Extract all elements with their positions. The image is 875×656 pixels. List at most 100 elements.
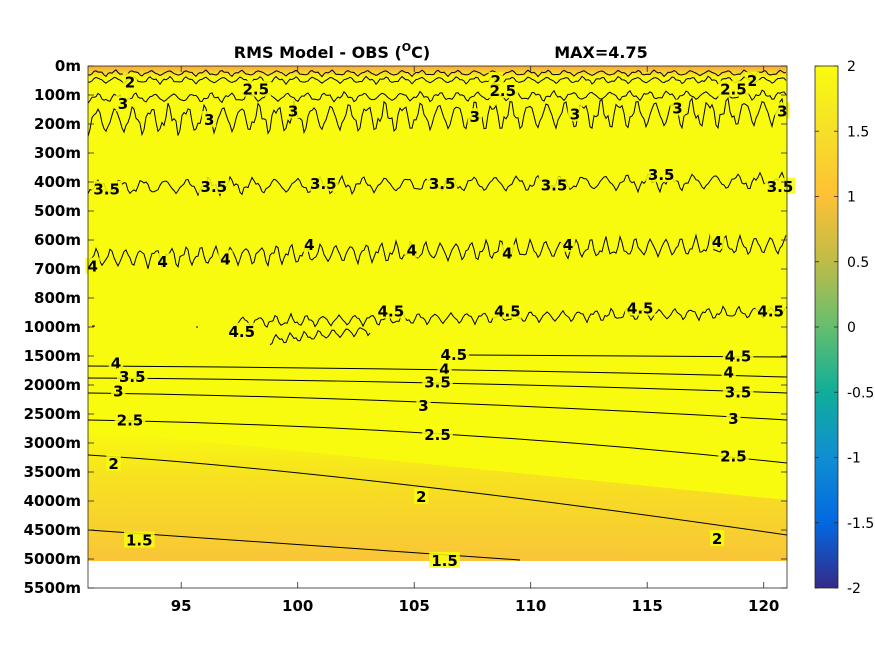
contour-line <box>88 69 786 78</box>
contour-label-bg <box>538 176 570 193</box>
contour-label: 4.5 <box>228 323 255 341</box>
contour-label-bg <box>467 108 482 125</box>
y-tick-label: 0m <box>55 57 81 75</box>
contour-label: 3.5 <box>429 175 456 193</box>
y-tick-label: 100m <box>34 86 81 104</box>
contour-label: 3.5 <box>93 181 120 199</box>
contour-label-bg <box>198 177 230 194</box>
colorbar-tick-label: 0 <box>847 320 856 336</box>
contour-label-bg <box>422 425 453 442</box>
contour-label: 4 <box>724 363 734 381</box>
contour-label: 2.5 <box>720 81 747 99</box>
colorbar-ticks: 2 1.5 1 0.5 0 -0.5 -1 -1.5 -2 <box>815 59 874 597</box>
contour-label-bg <box>91 180 122 197</box>
contour-label-bg <box>201 111 217 128</box>
contour-label: 3 <box>118 95 128 113</box>
contour-label-bg <box>438 346 470 362</box>
contour-label-bg <box>106 454 121 471</box>
colorbar-tick-label: -1 <box>847 451 861 467</box>
contour-label-bg <box>567 105 583 122</box>
contour-label: 3 <box>288 102 298 120</box>
contour-label: 2 <box>416 488 426 506</box>
contour-label-bg <box>414 488 429 505</box>
contour-label-bg <box>108 354 124 371</box>
contour-label: 2 <box>125 73 135 91</box>
contour-label-bg <box>722 383 754 400</box>
colorbar-tick-label: 0.5 <box>847 255 869 271</box>
y-tick-label: 500m <box>34 202 81 220</box>
contour-label-bg <box>670 99 685 116</box>
contour-line <box>88 392 787 421</box>
contour-label: 3 <box>204 111 214 129</box>
contour-label-bg <box>115 95 131 112</box>
y-tick-label: 1000m <box>24 318 81 336</box>
contour-label-bg <box>111 382 126 399</box>
y-tick-label: 5000m <box>24 550 81 568</box>
contour-label: 1.5 <box>431 552 458 570</box>
contour-label-bg <box>416 396 431 413</box>
contour-label-bg <box>426 174 458 191</box>
degree-symbol: O <box>402 41 411 54</box>
contour-label: 4 <box>439 361 449 379</box>
contour-label-bg <box>240 80 272 97</box>
y-tick-label: 2000m <box>24 376 81 394</box>
contour-label: 4.5 <box>757 303 784 321</box>
contour-label: 4.5 <box>627 300 654 318</box>
contour-label-bg <box>218 250 233 267</box>
colorbar-tick-label: -0.5 <box>847 385 874 401</box>
contour-label: 3 <box>113 382 123 400</box>
contour-label: 3.5 <box>424 374 451 392</box>
y-tick-label: 700m <box>34 260 81 278</box>
y-tick-label: 5500m <box>24 579 81 597</box>
contour-label-bg <box>764 177 796 194</box>
contour-label: 4.5 <box>441 346 468 364</box>
contour-label-bg <box>422 373 453 390</box>
y-tick-label: 4000m <box>24 492 81 510</box>
contour-label-bg <box>718 80 749 97</box>
contour-label-bg <box>437 360 452 377</box>
contour-label-bg <box>302 235 317 252</box>
contour-label: 3 <box>672 100 682 118</box>
y-tick-label: 1500m <box>24 347 81 365</box>
contour-label-bg <box>285 102 301 119</box>
contour-label-bg <box>117 367 148 384</box>
contour-label-bg <box>500 244 515 261</box>
x-tick-label: 95 <box>171 597 192 615</box>
y-tick-label: 300m <box>34 144 81 162</box>
contour-lines <box>88 69 787 561</box>
contour-label: 4.5 <box>725 347 752 365</box>
contour-label: 4 <box>220 250 230 268</box>
contour-label-bg <box>85 257 100 274</box>
contour-label-bg <box>308 174 339 191</box>
contour-line <box>88 233 787 269</box>
y-tick-label: 200m <box>34 115 81 133</box>
contour-label-bg <box>114 411 146 428</box>
y-tick-label: 600m <box>34 231 81 249</box>
y-axis-ticks: 0m 100m 200m 300m 400m 500m 600m 700m 800m 1000m 1… <box>24 57 787 597</box>
contour-label: 4 <box>502 245 512 263</box>
contour-label: 3.5 <box>767 178 794 196</box>
contour-label: 2.5 <box>117 411 144 429</box>
contour-label: 3.5 <box>541 176 568 194</box>
contour-line <box>88 454 787 536</box>
contour-label: 3 <box>570 105 580 123</box>
contour-line <box>88 96 787 137</box>
contour-labels: 2 2 22.5 2.5 2.533 3 3 3 3 33.5 3.5 3.5 3.5 3.53.53.5… <box>85 71 796 570</box>
contour-label-bg <box>124 531 155 548</box>
contour-label-bg <box>155 253 170 270</box>
contour-label: 4 <box>87 258 97 276</box>
x-axis-ticks: 95 100 105 110 115 120 <box>171 66 779 615</box>
contour-label-bg <box>709 530 725 547</box>
y-tick-label: 4500m <box>24 521 81 539</box>
contour-label: 4 <box>157 253 167 271</box>
contour-line <box>88 377 787 394</box>
contour-label-bg <box>726 409 741 426</box>
y-tick-label: 800m <box>34 289 81 307</box>
y-tick-label: 3500m <box>24 463 81 481</box>
colorbar-tick-label: 1 <box>847 190 856 206</box>
contour-label-bg <box>404 241 420 258</box>
contour-label: 3 <box>418 397 428 415</box>
x-tick-label: 115 <box>632 597 663 615</box>
contour-label: 3.5 <box>648 166 675 184</box>
